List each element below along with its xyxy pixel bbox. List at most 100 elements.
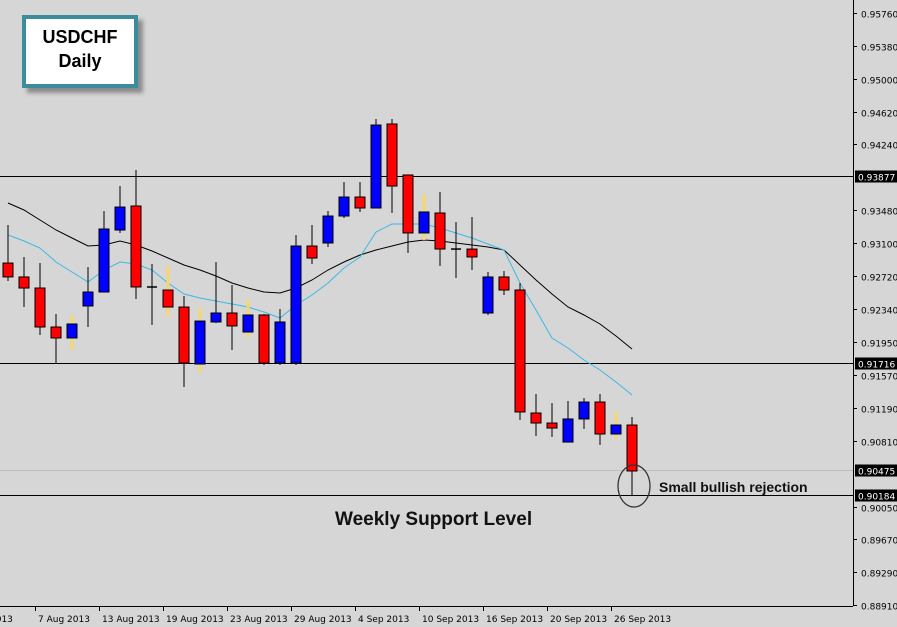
bullish-candle-body xyxy=(242,314,254,333)
candle xyxy=(290,235,302,366)
bullish-candle-body xyxy=(66,323,78,339)
y-tick-label: 0.91190 xyxy=(861,406,897,416)
bearish-candle-body xyxy=(466,248,478,258)
x-tick-label: 26 Sep 2013 xyxy=(614,615,671,625)
symbol-label: USDCHF xyxy=(42,27,118,47)
rejection-annotation: Small bullish rejection xyxy=(659,479,808,495)
candle xyxy=(354,181,366,212)
bearish-candle-body xyxy=(2,262,14,278)
bullish-candle-body xyxy=(290,245,302,364)
candle xyxy=(482,272,494,315)
candle xyxy=(210,262,222,324)
candle xyxy=(258,314,270,366)
y-tick-label: 0.89670 xyxy=(861,537,897,547)
bearish-candle-body xyxy=(178,306,190,364)
level-price-tag xyxy=(855,464,897,477)
bullish-candle-body xyxy=(82,291,94,307)
x-tick-label: 23 Aug 2013 xyxy=(230,615,288,625)
bearish-candle-body xyxy=(594,401,606,435)
candle xyxy=(322,211,334,247)
candle xyxy=(274,309,286,366)
bearish-candle-body xyxy=(50,326,62,339)
bearish-candle-body xyxy=(546,422,558,429)
y-tick-label: 0.93480 xyxy=(861,208,897,218)
candle xyxy=(578,397,590,429)
bearish-candle-body xyxy=(498,276,510,291)
candle xyxy=(50,314,62,364)
x-tick-label: 16 Sep 2013 xyxy=(486,615,543,625)
candle xyxy=(514,283,526,421)
candle xyxy=(594,393,606,445)
symbol-title-box: USDCHF Daily xyxy=(22,15,138,88)
bullish-candle-body xyxy=(274,321,286,364)
candle xyxy=(82,267,94,328)
bullish-candle-body xyxy=(610,424,622,435)
candle xyxy=(626,416,638,496)
candle xyxy=(562,400,574,443)
candle xyxy=(226,284,238,350)
candle xyxy=(242,300,254,338)
y-tick-label: 0.92340 xyxy=(861,307,897,317)
y-tick-label: 0.90050 xyxy=(861,505,897,515)
slow-moving-average-line xyxy=(7,202,633,350)
candle xyxy=(178,295,190,387)
candle xyxy=(338,181,350,219)
x-tick-label: 13 Aug 2013 xyxy=(102,615,160,625)
y-tick-label: 0.92720 xyxy=(861,274,897,284)
level-price-label: 0.93877 xyxy=(858,174,895,184)
bullish-candle-body xyxy=(562,418,574,443)
candle xyxy=(98,211,110,293)
candle xyxy=(2,225,14,282)
bullish-candle-body xyxy=(578,401,590,420)
candle xyxy=(306,225,318,264)
candle xyxy=(386,118,398,213)
bullish-candle-body xyxy=(482,276,494,314)
candle xyxy=(418,193,430,240)
y-tick-label: 0.91950 xyxy=(861,340,897,350)
fast-moving-average-line xyxy=(7,223,633,396)
level-price-label: 0.90475 xyxy=(858,468,895,478)
y-tick-label: 0.95380 xyxy=(861,44,897,54)
candle xyxy=(66,314,78,350)
x-tick-label: 2013 xyxy=(0,615,13,625)
candle xyxy=(610,411,622,440)
bullish-candle-body xyxy=(194,320,206,365)
bearish-candle-body xyxy=(306,245,318,259)
timeframe-label: Daily xyxy=(58,51,102,71)
bearish-candle-body xyxy=(386,123,398,187)
bearish-candle-body xyxy=(130,205,142,288)
rejection-circle xyxy=(617,464,651,508)
x-tick-label: 20 Sep 2013 xyxy=(550,615,607,625)
bullish-candle-body xyxy=(114,206,126,231)
candle xyxy=(114,186,126,233)
candle xyxy=(34,263,46,336)
y-tick-label: 0.93100 xyxy=(861,241,897,251)
candle xyxy=(530,393,542,436)
level-price-label: 0.90184 xyxy=(858,493,895,503)
candle xyxy=(546,402,558,438)
y-tick-label: 0.94240 xyxy=(861,142,897,152)
candle xyxy=(194,307,206,373)
y-tick-label: 0.90810 xyxy=(861,439,897,449)
bearish-candle-body xyxy=(34,287,46,328)
level-price-label: 0.91716 xyxy=(858,361,895,371)
bullish-candle-body xyxy=(322,215,334,244)
y-tick-label: 0.88910 xyxy=(861,603,897,613)
x-tick-label: 19 Aug 2013 xyxy=(166,615,224,625)
bullish-candle-body xyxy=(98,228,110,293)
candle xyxy=(130,169,142,299)
bullish-candle-body xyxy=(418,211,430,234)
level-price-tag xyxy=(855,489,897,502)
bearish-candle-body xyxy=(258,314,270,364)
bearish-candle-body xyxy=(226,312,238,327)
bullish-candle-body xyxy=(338,196,350,217)
level-price-tag xyxy=(855,357,897,370)
y-tick-label: 0.91570 xyxy=(861,373,897,383)
x-tick-label: 7 Aug 2013 xyxy=(38,615,90,625)
candle xyxy=(370,118,382,209)
candle xyxy=(451,221,461,278)
bearish-candle-body xyxy=(514,289,526,413)
bearish-candle-body xyxy=(530,412,542,424)
